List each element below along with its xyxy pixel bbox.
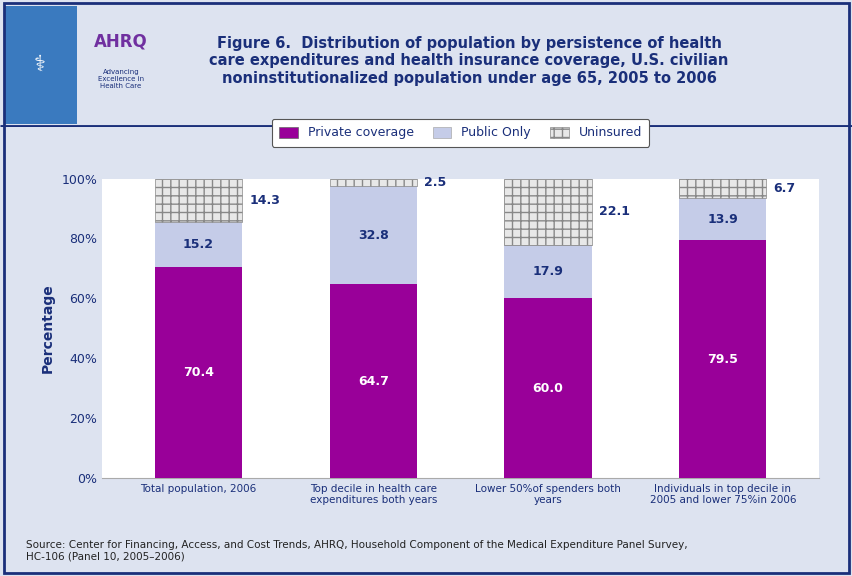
Text: 70.4: 70.4 — [183, 366, 214, 379]
Legend: Private coverage, Public Only, Uninsured: Private coverage, Public Only, Uninsured — [272, 119, 648, 147]
Text: ⚕: ⚕ — [34, 55, 46, 75]
Bar — [154, 179, 242, 222]
Bar — [4, 6, 78, 124]
Text: 17.9: 17.9 — [532, 265, 563, 278]
Bar — [504, 245, 591, 298]
Bar — [504, 298, 591, 478]
Bar — [678, 178, 766, 198]
Bar — [329, 186, 417, 285]
Text: 2.5: 2.5 — [423, 176, 446, 189]
Text: Figure 6.  Distribution of population by persistence of health
care expenditures: Figure 6. Distribution of population by … — [210, 36, 728, 86]
Text: 13.9: 13.9 — [706, 213, 737, 226]
Text: AHRQ: AHRQ — [94, 32, 147, 50]
Bar — [154, 222, 242, 267]
Text: Source: Center for Financing, Access, and Cost Trends, AHRQ, Household Component: Source: Center for Financing, Access, an… — [26, 540, 687, 562]
Text: 60.0: 60.0 — [532, 382, 563, 395]
Bar — [154, 267, 242, 478]
Y-axis label: Percentage: Percentage — [41, 283, 55, 373]
Text: 15.2: 15.2 — [183, 238, 214, 251]
Bar — [504, 179, 591, 245]
Text: 64.7: 64.7 — [357, 374, 389, 388]
Text: 22.1: 22.1 — [598, 205, 629, 218]
Text: 14.3: 14.3 — [249, 194, 279, 207]
Text: Advancing
Excellence in
Health Care: Advancing Excellence in Health Care — [98, 69, 144, 89]
Bar — [678, 240, 766, 478]
Bar — [678, 198, 766, 240]
Bar — [329, 285, 417, 478]
Text: 32.8: 32.8 — [358, 229, 389, 242]
Text: 6.7: 6.7 — [773, 182, 795, 195]
Text: 79.5: 79.5 — [706, 353, 737, 366]
Bar — [329, 179, 417, 186]
